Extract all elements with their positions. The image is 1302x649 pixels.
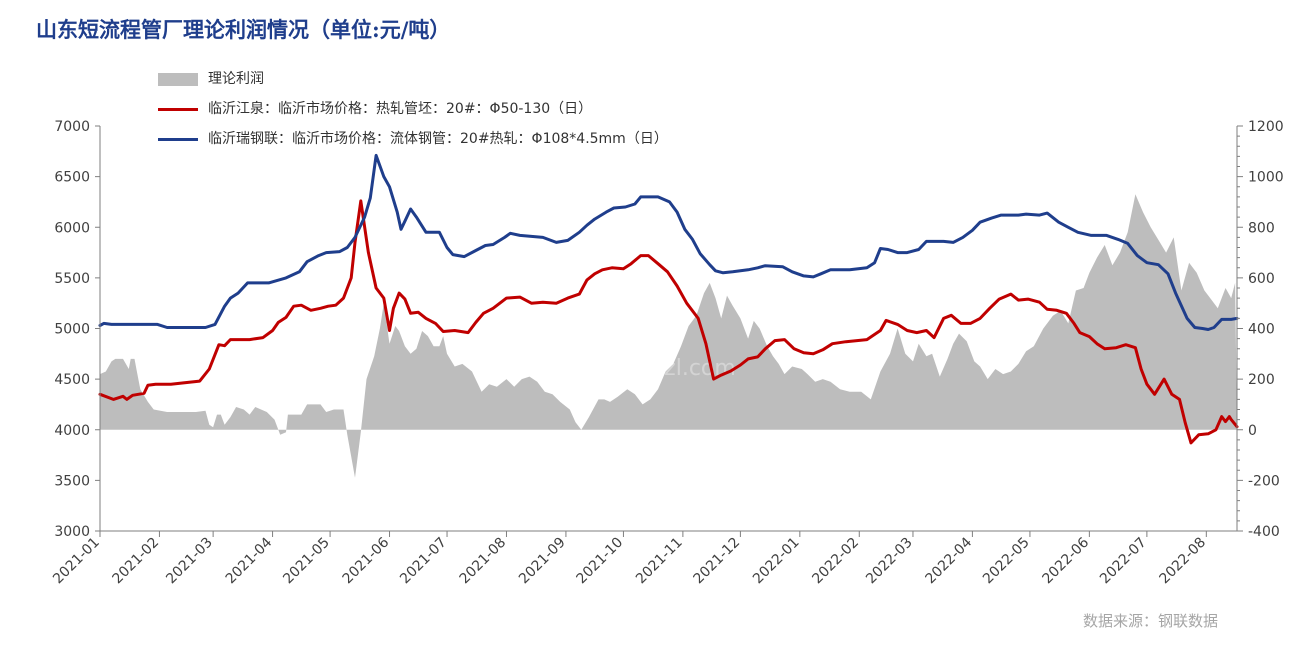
legend-swatch-profit [158,73,198,86]
x-tick-label: 2021-02 [110,534,163,587]
x-tick-label: 2021-10 [574,534,627,587]
x-tick-label: 2021-04 [223,534,276,587]
left-tick-label: 4500 [54,372,90,388]
x-tick-label: 2021-03 [163,534,216,587]
right-tick-label: 0 [1248,423,1257,439]
x-tick-label: 2021-09 [516,535,569,588]
x-tick-label: 2021-01 [50,535,103,588]
jiangquan-price-line [98,199,1239,445]
x-tick-label: 2022-07 [1097,535,1150,588]
legend-swatch-ruigang [158,138,198,141]
x-tick-label: 2022-08 [1156,534,1209,587]
left-tick-label: 5500 [54,271,90,287]
x-tick-label: 2021-07 [397,534,450,587]
right-tick-label: -200 [1248,473,1280,489]
legend-swatch-jiangquan [158,108,198,111]
ruigang-price-line [98,153,1239,331]
right-tick-label: 1000 [1248,170,1284,186]
left-tick-label: 5000 [54,322,90,338]
x-tick-label: 2022-06 [1040,534,1093,587]
legend-label-profit: 理论利润 [208,71,264,87]
left-tick-label: 6000 [54,220,90,236]
x-tick-label: 2022-01 [750,534,803,587]
x-tick-label: 2022-05 [980,534,1033,587]
x-tick-label: 2021-05 [280,535,333,588]
x-tick-label: 2021-08 [457,535,510,588]
right-tick-label: 1200 [1248,119,1284,135]
left-tick-label: 6500 [54,170,90,186]
x-tick-label: 2021-06 [340,534,393,587]
watermark-text: zl.com [664,356,736,381]
left-tick-label: 3000 [54,524,90,540]
chart-title: 山东短流程管厂理论利润情况（单位:元/吨） [36,17,451,42]
profit-area-series [100,194,1237,478]
left-tick-label: 3500 [54,473,90,489]
x-tick-label: 2022-04 [923,534,976,587]
left-tick-label: 7000 [54,119,90,135]
data-source: 数据来源：钢联数据 [1082,612,1218,630]
right-tick-label: 600 [1248,271,1275,287]
x-tick-label: 2021-11 [633,535,686,588]
x-tick-label: 2021-12 [691,535,744,588]
x-tick-label: 2022-02 [809,535,862,588]
right-tick-label: 200 [1248,372,1275,388]
right-tick-label: 800 [1248,220,1275,236]
right-tick-label: -400 [1248,524,1280,540]
x-tick-label: 2022-03 [863,535,916,588]
legend-label-ruigang: 临沂瑞钢联：临沂市场价格：流体钢管：20#热轧：Φ108*4.5mm（日） [208,131,668,147]
legend-label-jiangquan: 临沂江泉：临沂市场价格：热轧管坯：20#：Φ50-130（日） [208,101,593,117]
right-tick-label: 400 [1248,322,1275,338]
left-tick-label: 4000 [54,423,90,439]
